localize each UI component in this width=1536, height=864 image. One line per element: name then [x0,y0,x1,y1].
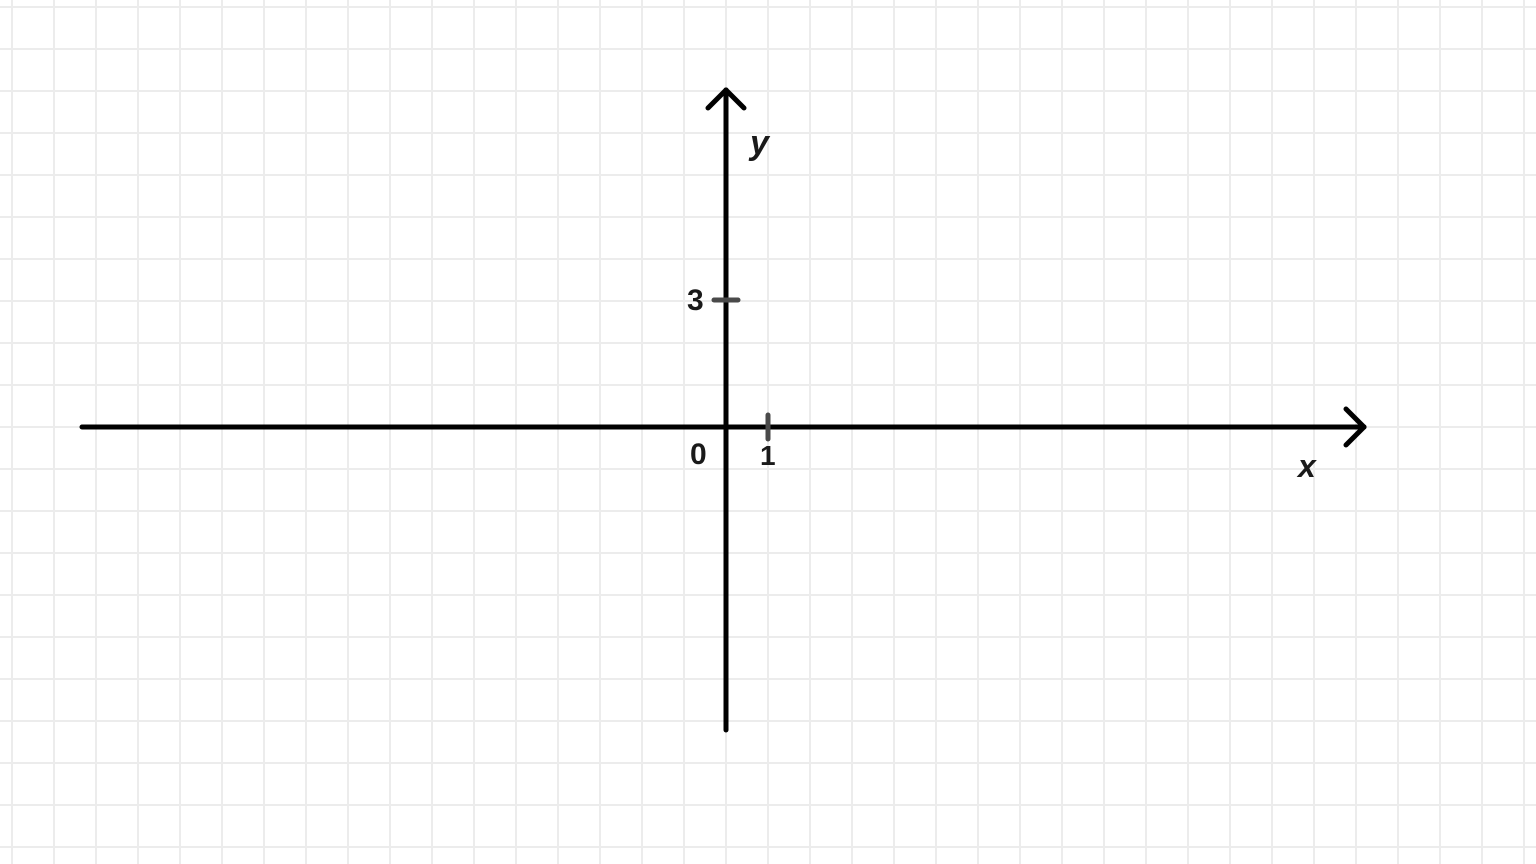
x-axis-label: x [1298,448,1316,485]
origin-label: 0 [690,438,707,472]
coordinate-plane-chart: x y 0 1 3 [0,0,1536,864]
y-tick-label-0: 3 [687,284,704,318]
y-axis-label: y [750,124,769,163]
x-tick-label-0: 1 [760,440,776,472]
